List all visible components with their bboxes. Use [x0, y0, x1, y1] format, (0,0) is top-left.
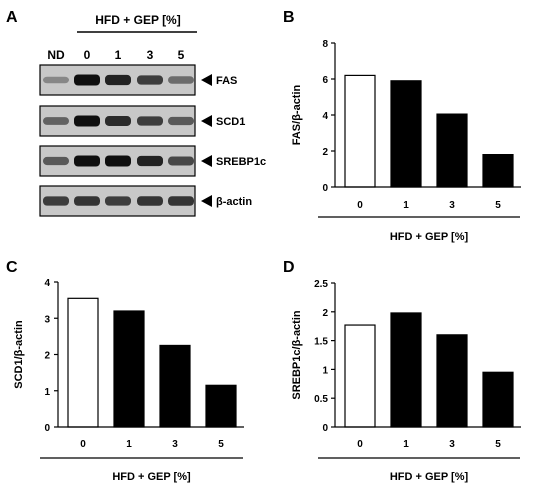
- chart-panel-c: C 0 1 3 5 0 1 2 3 4 SCD1/β-actin HFD + GEP [%]: [6, 259, 244, 483]
- panel-a-group-label: HFD + GEP [%]: [95, 13, 180, 27]
- blot-band: [168, 76, 194, 84]
- bar-5: [482, 154, 514, 188]
- y-axis-label: SREBP1c/β-actin: [291, 310, 303, 400]
- y-tick-label: 2: [44, 351, 50, 362]
- blot-band: [74, 196, 100, 206]
- arrow-icon: [201, 195, 212, 207]
- x-axis-label: HFD + GEP [%]: [112, 471, 191, 483]
- lane-labels: ND 0 1 3 5: [47, 48, 184, 62]
- y-tick-label: 4: [44, 278, 50, 289]
- blot-band: [105, 196, 131, 206]
- y-tick-label: 0: [44, 423, 50, 434]
- y-tick-label: 2: [322, 308, 328, 319]
- blot-row-3: β-actin: [39, 185, 252, 217]
- lane-label-4: 5: [178, 48, 185, 62]
- blot-band: [43, 196, 69, 206]
- bar-0: [67, 297, 99, 428]
- blot-band: [137, 196, 163, 206]
- category-label: 0: [357, 439, 363, 450]
- category-label: 1: [403, 439, 409, 450]
- x-axis-label: HFD + GEP [%]: [390, 231, 469, 243]
- bar-0: [344, 74, 376, 188]
- blot-label: β-actin: [216, 196, 252, 208]
- y-tick-label: 1.5: [314, 337, 328, 348]
- bar-5: [205, 384, 237, 428]
- category-label: 3: [172, 439, 178, 450]
- panel-a-western-blot: A HFD + GEP [%] ND 0 1 3 5 FAS SCD1 SREBP1c β-a…: [6, 9, 266, 217]
- y-tick-label: 8: [322, 39, 328, 50]
- panel-letter: C: [6, 259, 18, 276]
- bar-5: [482, 371, 514, 428]
- x-axis-label: HFD + GEP [%]: [390, 471, 469, 483]
- arrow-icon: [201, 155, 212, 167]
- blot-band: [105, 155, 131, 167]
- lane-label-1: 0: [84, 48, 91, 62]
- bar-0: [344, 324, 376, 428]
- category-label: 5: [218, 439, 224, 450]
- blot-band: [74, 74, 100, 86]
- category-label: 5: [495, 200, 501, 211]
- y-axis-label: FAS/β-actin: [291, 84, 303, 145]
- category-label: 0: [357, 200, 363, 211]
- category-label: 5: [495, 439, 501, 450]
- blot-row-0: FAS: [39, 64, 237, 96]
- category-label: 3: [449, 200, 455, 211]
- panel-letter: B: [283, 9, 295, 26]
- y-tick-label: 6: [322, 75, 328, 86]
- chart-panel-d: D 0 1 3 5 0 0.5 1 1.5 2 2.5 SREBP1c/β-actin HFD + GE…: [283, 259, 521, 483]
- bar-3: [436, 334, 468, 428]
- panel-letter: D: [283, 259, 295, 276]
- blot-row-2: SREBP1c: [39, 145, 266, 177]
- y-tick-label: 2.5: [314, 279, 328, 290]
- blot-band: [74, 155, 100, 167]
- blot-band: [43, 76, 69, 84]
- category-label: 1: [403, 200, 409, 211]
- category-label: 0: [80, 439, 86, 450]
- y-tick-label: 3: [44, 314, 50, 325]
- blot-band: [105, 116, 131, 126]
- y-tick-label: 1: [44, 387, 50, 398]
- bar-3: [159, 344, 191, 428]
- blot-band: [43, 156, 69, 166]
- blots: FAS SCD1 SREBP1c β-actin: [39, 64, 266, 217]
- blot-band: [137, 155, 163, 167]
- bar-3: [436, 113, 468, 188]
- blot-label: SREBP1c: [216, 156, 266, 168]
- category-label: 1: [126, 439, 132, 450]
- y-tick-label: 4: [322, 111, 328, 122]
- lane-label-0: ND: [47, 48, 65, 62]
- y-tick-label: 0: [322, 423, 328, 434]
- y-tick-label: 1: [322, 365, 328, 376]
- blot-band: [168, 196, 194, 206]
- charts: B 0 1 3 5 0 2 4 6 8 FAS/β-actin HFD + GEP [%] C 0 1 3 5 0…: [6, 9, 521, 483]
- blot-band: [168, 116, 194, 126]
- blot-label: SCD1: [216, 116, 245, 128]
- lane-label-2: 1: [115, 48, 122, 62]
- y-tick-label: 0.5: [314, 394, 328, 405]
- bar-1: [390, 312, 422, 428]
- y-tick-label: 0: [322, 183, 328, 194]
- lane-label-3: 3: [147, 48, 154, 62]
- blot-band: [168, 156, 194, 166]
- bar-1: [113, 310, 145, 428]
- blot-band: [43, 117, 69, 125]
- blot-band: [105, 74, 131, 86]
- y-tick-label: 2: [322, 147, 328, 158]
- category-label: 3: [449, 439, 455, 450]
- y-axis-label: SCD1/β-actin: [13, 320, 25, 389]
- chart-panel-b: B 0 1 3 5 0 2 4 6 8 FAS/β-actin HFD + GEP [%]: [283, 9, 521, 243]
- arrow-icon: [201, 74, 212, 86]
- blot-band: [137, 116, 163, 126]
- panel-a-letter: A: [6, 9, 18, 26]
- blot-label: FAS: [216, 75, 237, 87]
- blot-band: [74, 115, 100, 127]
- bar-1: [390, 80, 422, 188]
- blot-row-1: SCD1: [39, 105, 245, 137]
- blot-band: [137, 75, 163, 85]
- arrow-icon: [201, 115, 212, 127]
